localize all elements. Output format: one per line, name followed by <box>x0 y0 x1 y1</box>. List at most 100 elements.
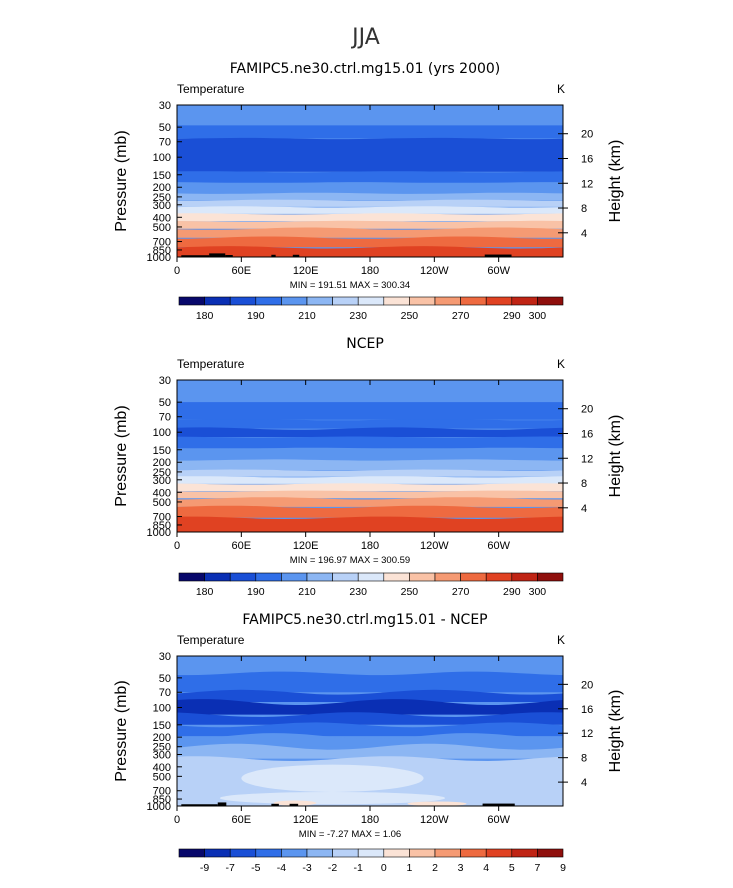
colorbar-box <box>511 572 538 582</box>
colorbar-box <box>255 848 282 858</box>
x-tick-label: 120E <box>293 540 319 552</box>
colorbar-box <box>332 572 359 582</box>
x-tick-label: 180 <box>361 265 379 277</box>
colorbar-label: 180 <box>196 310 214 322</box>
colorbar-box <box>204 848 231 858</box>
y-axis-label-right: Height (km) <box>607 415 624 498</box>
contour-fill-band <box>177 220 563 229</box>
colorbar-label: 270 <box>452 310 470 322</box>
colorbar: 180 190 210 230 250 270 290 300 <box>178 572 564 598</box>
y-axis-label: Pressure (mb) <box>113 680 130 781</box>
colorbar-box <box>511 296 538 306</box>
y-tick-label: 150 <box>153 720 171 732</box>
chart-panel-3: FAMIPC5.ne30.ctrl.mg15.01 - NCEP Temperat… <box>113 612 624 874</box>
contour-fill-band <box>177 671 563 693</box>
figure-title: JJA <box>350 25 380 50</box>
colorbar-box <box>485 848 513 858</box>
colorbar-label: -7 <box>226 862 235 874</box>
chart-title: NCEP <box>346 336 384 352</box>
topography-block <box>484 254 512 257</box>
colorbar-label: -3 <box>302 862 311 874</box>
units-label: K <box>557 357 565 371</box>
colorbar-label: 230 <box>349 310 367 322</box>
contour-fill-band <box>177 246 563 257</box>
colorbar-label: 290 <box>503 586 521 598</box>
colorbar-label: 0 <box>381 862 387 874</box>
contour-fill-band <box>177 419 563 429</box>
x-tick-label: 0 <box>174 265 180 277</box>
colorbar-label: 190 <box>247 586 265 598</box>
colorbar-label: -2 <box>328 862 337 874</box>
colorbar-box <box>460 848 487 858</box>
colorbar-box <box>281 572 308 582</box>
min-max-label: MIN = -7.27 MAX = 1.06 <box>299 829 401 840</box>
colorbar-box <box>434 572 461 582</box>
y-tick-label: 150 <box>153 445 171 457</box>
height-tick-label: 4 <box>581 228 587 240</box>
contour-fill-band <box>177 192 563 201</box>
y-tick-label: 400 <box>153 212 171 224</box>
contour-fill-band <box>177 137 563 172</box>
min-max-label: MIN = 191.51 MAX = 300.34 <box>290 280 410 291</box>
y-tick-label: 500 <box>153 497 171 509</box>
topography-block <box>217 802 227 806</box>
units-label: K <box>557 633 565 647</box>
topography-block <box>181 255 210 257</box>
y-tick-label: 500 <box>153 222 171 234</box>
colorbar-label: -4 <box>277 862 286 874</box>
colorbar-box <box>485 296 513 306</box>
colorbar-box <box>281 848 308 858</box>
colorbar-label: 250 <box>401 586 419 598</box>
colorbar-box <box>537 296 564 306</box>
contour-fills <box>177 656 563 806</box>
height-tick-label: 20 <box>581 404 593 416</box>
y-tick-label: 700 <box>153 786 171 798</box>
chart-title: FAMIPC5.ne30.ctrl.mg15.01 (yrs 2000) <box>230 61 501 77</box>
y-tick-label: 850 <box>153 245 171 257</box>
colorbar-label: 3 <box>458 862 464 874</box>
y-axis-label-right: Height (km) <box>607 140 624 223</box>
y-axis-label: Pressure (mb) <box>113 405 130 506</box>
colorbar-label: 9 <box>560 862 566 874</box>
y-tick-label: 30 <box>159 375 171 387</box>
y-tick-label: 100 <box>153 427 171 439</box>
x-tick-label: 0 <box>174 540 180 552</box>
y-tick-label: 700 <box>153 237 171 249</box>
y-tick-label: 150 <box>153 170 171 182</box>
colorbar-box <box>485 572 513 582</box>
height-tick-label: 16 <box>581 153 593 165</box>
colorbar-box <box>460 296 487 306</box>
colorbar-box <box>332 296 359 306</box>
x-tick-label: 60W <box>487 540 510 552</box>
contour-fill-band <box>177 105 563 126</box>
y-tick-label: 500 <box>153 771 171 783</box>
colorbar-box <box>229 848 257 858</box>
colorbar-label: 5 <box>509 862 515 874</box>
x-tick-label: 120W <box>420 540 449 552</box>
y-axis-label: Pressure (mb) <box>113 130 130 231</box>
height-tick-label: 8 <box>581 753 587 765</box>
x-tick-label: 120E <box>293 265 319 277</box>
y-tick-label: 700 <box>153 512 171 524</box>
contour-fill-band <box>177 199 563 207</box>
colorbar-label: -9 <box>200 862 209 874</box>
contour-fill-band <box>177 689 563 702</box>
y-tick-label: 1000 <box>147 527 171 539</box>
colorbar: -9 -7 -5 -4 -3 -2 -1 0 1 2 3 4 5 7 9 <box>178 848 566 874</box>
colorbar-box <box>434 848 461 858</box>
x-tick-label: 60W <box>487 814 510 826</box>
contour-fill-band <box>177 227 563 238</box>
x-tick-label: 60E <box>232 265 252 277</box>
colorbar-box <box>383 572 410 582</box>
x-tick-label: 60W <box>487 265 510 277</box>
contour-fill-band <box>177 447 563 460</box>
x-tick-label: 60E <box>232 540 252 552</box>
topography-block <box>271 254 276 257</box>
y-tick-label: 50 <box>159 122 171 134</box>
colorbar-box <box>383 848 410 858</box>
height-tick-label: 20 <box>581 679 593 691</box>
y-tick-label: 200 <box>153 457 171 469</box>
height-tick-label: 8 <box>581 478 587 490</box>
colorbar-box <box>409 572 436 582</box>
chart-title: FAMIPC5.ne30.ctrl.mg15.01 - NCEP <box>242 612 487 628</box>
